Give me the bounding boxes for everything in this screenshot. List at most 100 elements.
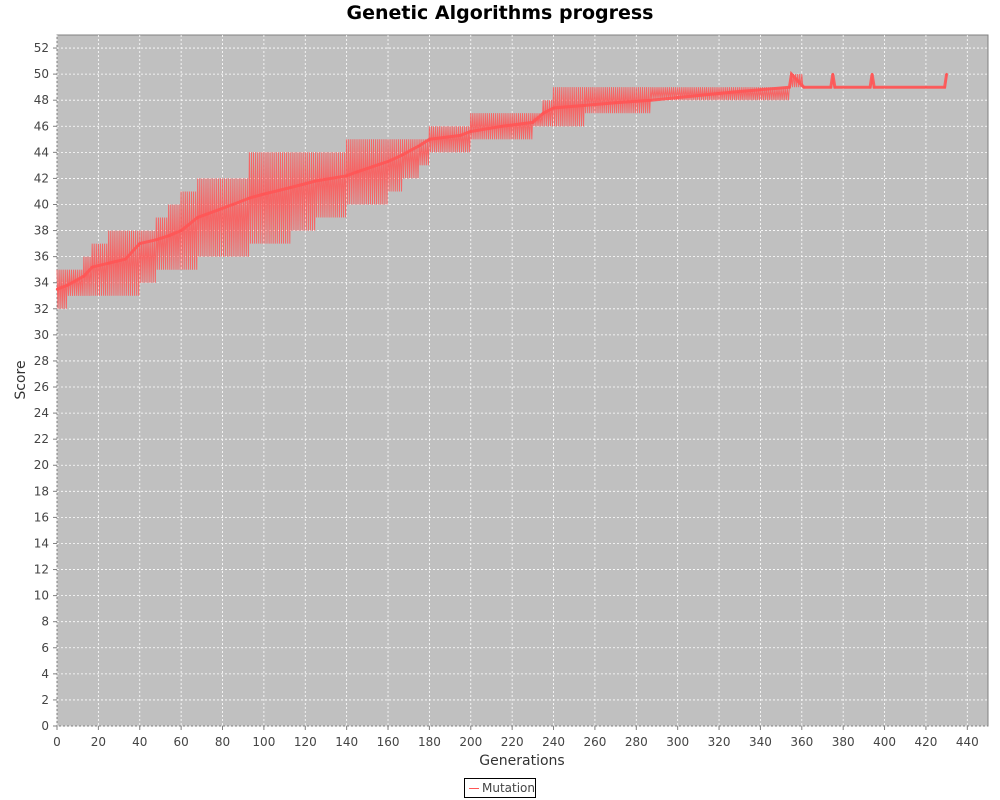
series-layer	[55, 70, 949, 309]
data-point	[82, 275, 86, 278]
x-tick-label: 440	[956, 735, 979, 749]
y-tick-label: 14	[34, 536, 49, 550]
x-tick-label: 0	[53, 735, 61, 749]
data-point	[155, 238, 158, 241]
data-point	[873, 86, 876, 89]
data-point	[459, 134, 462, 137]
x-tick-label: 80	[215, 735, 230, 749]
data-point	[262, 192, 266, 196]
x-tick-label: 300	[666, 735, 689, 749]
y-tick-label: 12	[34, 563, 49, 577]
data-point	[870, 72, 874, 76]
y-tick-label: 42	[34, 171, 49, 185]
y-tick-label: 24	[34, 406, 49, 420]
x-tick-label: 340	[749, 735, 772, 749]
y-tick-label: 6	[41, 641, 49, 655]
y-tick-label: 46	[34, 119, 49, 133]
chart-title: Genetic Algorithms progress	[346, 2, 654, 24]
data-point	[345, 174, 348, 177]
x-tick-label: 180	[418, 735, 441, 749]
x-tick-label: 140	[335, 735, 358, 749]
y-tick-label: 2	[41, 693, 49, 707]
data-point	[833, 86, 837, 89]
y-tick-label: 32	[34, 302, 49, 316]
x-tick-label: 160	[377, 735, 400, 749]
y-tick-label: 50	[34, 67, 49, 81]
y-tick-label: 4	[41, 667, 49, 681]
data-point	[66, 284, 69, 287]
data-point	[500, 125, 503, 128]
y-tick-label: 38	[34, 224, 49, 238]
x-tick-label: 220	[501, 735, 524, 749]
x-tick-label: 320	[708, 735, 731, 749]
data-point	[138, 242, 141, 245]
data-point	[231, 203, 235, 206]
data-point	[401, 153, 404, 157]
data-point	[676, 96, 679, 99]
y-tick-label: 34	[34, 276, 49, 290]
data-point	[943, 86, 946, 89]
x-tick-label: 60	[173, 735, 188, 749]
y-tick-label: 0	[41, 719, 49, 733]
data-point	[386, 160, 390, 163]
data-point	[167, 234, 170, 237]
y-tick-label: 22	[34, 432, 49, 446]
data-point	[945, 72, 948, 76]
data-point	[314, 179, 317, 183]
y-tick-label: 20	[34, 458, 49, 472]
y-tick-label: 44	[34, 145, 49, 159]
x-tick-label: 420	[914, 735, 937, 749]
x-tick-label: 240	[542, 735, 565, 749]
y-axis-label: Score	[13, 360, 29, 399]
data-point	[614, 101, 617, 105]
data-point	[868, 86, 872, 89]
data-point	[428, 138, 431, 141]
legend-swatch-mutation	[469, 787, 479, 789]
data-point	[55, 288, 59, 291]
x-tick-label: 200	[459, 735, 482, 749]
x-tick-label: 100	[252, 735, 275, 749]
data-point	[531, 121, 534, 124]
y-tick-label: 40	[34, 197, 49, 211]
x-tick-label: 40	[132, 735, 147, 749]
plot-area	[56, 34, 989, 727]
grid-layer	[56, 35, 988, 727]
data-point	[790, 72, 793, 76]
data-point	[542, 112, 545, 115]
y-tick-label: 52	[34, 41, 49, 55]
y-tick-label: 28	[34, 354, 49, 368]
data-point	[831, 72, 834, 76]
data-point	[248, 196, 251, 200]
x-tick-label: 20	[91, 735, 106, 749]
x-tick-label: 120	[294, 735, 317, 749]
data-point	[124, 258, 127, 261]
data-point	[802, 86, 806, 89]
data-point	[924, 86, 928, 89]
x-tick-label: 400	[873, 735, 896, 749]
x-tick-label: 360	[790, 735, 813, 749]
y-tick-label: 36	[34, 250, 49, 264]
y-tick-label: 30	[34, 328, 49, 342]
legend-label-mutation: Mutation	[481, 781, 535, 795]
data-point	[759, 88, 762, 92]
y-tick-label: 26	[34, 380, 49, 394]
x-axis-label: Generations	[479, 753, 564, 769]
data-point	[107, 262, 110, 265]
x-tick-label: 280	[625, 735, 648, 749]
data-point	[196, 216, 199, 219]
data-point	[417, 144, 421, 147]
data-point	[728, 91, 731, 94]
series-avg-line-mutation	[56, 70, 949, 291]
y-tick-label: 10	[34, 589, 49, 603]
data-point	[788, 86, 791, 89]
y-tick-label: 8	[41, 615, 49, 629]
y-tick-label: 48	[34, 93, 49, 107]
axis-layer: 0 20 40 60 80 100 120 140 160 180 200 220 240 260 280 3…	[34, 41, 979, 749]
data-point	[469, 130, 472, 133]
y-tick-label: 16	[34, 510, 49, 524]
legend: Mutation	[464, 778, 536, 798]
x-tick-label: 260	[583, 735, 606, 749]
data-point	[355, 170, 359, 174]
data-point	[583, 104, 586, 107]
